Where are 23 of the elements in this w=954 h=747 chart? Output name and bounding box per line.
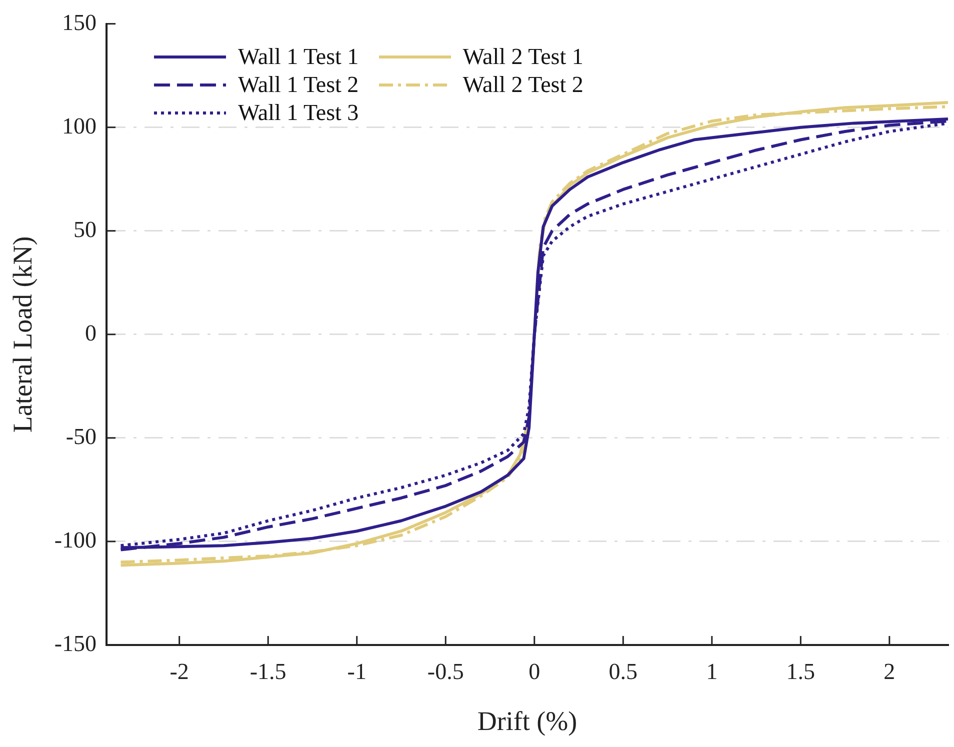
y-tick-label: 0 [85, 320, 97, 346]
x-tick-label: 2 [884, 658, 896, 684]
x-tick-label: -0.5 [427, 658, 464, 684]
y-tick-label: -50 [66, 424, 97, 449]
y-tick-label: 150 [62, 10, 97, 35]
x-tick-label: 1.5 [786, 658, 816, 684]
y-tick-label: 100 [62, 113, 97, 138]
y-tick-label: 50 [74, 216, 97, 242]
x-tick-label: 0 [528, 658, 540, 684]
y-tick-label: -150 [54, 631, 97, 656]
x-tick-label: -2 [170, 658, 189, 684]
x-tick-label: 1 [706, 658, 718, 684]
legend-label: Wall 2 Test 2 [462, 72, 584, 98]
x-tick-label: -1 [347, 658, 366, 684]
legend-label: Wall 1 Test 2 [238, 72, 359, 98]
legend-label: Wall 1 Test 1 [238, 44, 359, 70]
x-tick-label: 0.5 [608, 658, 638, 684]
y-axis-title: Lateral Load (kN) [7, 236, 38, 433]
y-tick-label: -100 [54, 528, 97, 553]
x-axis-title: Drift (%) [477, 706, 578, 736]
legend-label: Wall 2 Test 1 [462, 44, 584, 70]
x-tick-label: -1.5 [250, 658, 286, 684]
legend-label: Wall 1 Test 3 [238, 100, 359, 126]
